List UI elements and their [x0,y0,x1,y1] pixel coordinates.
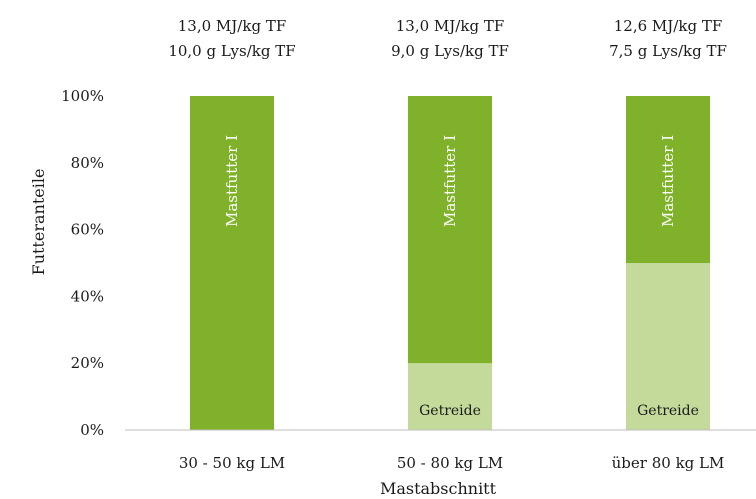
y-axis-label: Futteranteile [29,169,48,276]
top-annotation-line: 13,0 MJ/kg TF [396,17,504,35]
y-axis-ticks: 0% 20% 40% 60% 80% 100% [61,87,104,439]
bar-segment-mastfutter [626,96,710,263]
bar-segment-mastfutter [190,96,274,430]
bar-segment-mastfutter [408,96,492,364]
bars: Mastfutter I Getreide Mastfutter I Getreide… [190,96,710,430]
bar-segment-getreide [626,263,710,430]
top-annotation-line: 13,0 MJ/kg TF [178,17,286,35]
category-label: 30 - 50 kg LM [179,454,285,472]
y-tick-label: 0% [80,421,104,439]
segment-label-mastfutter: Mastfutter I [223,135,241,227]
category-labels: 30 - 50 kg LM 50 - 80 kg LM über 80 kg LM [179,454,725,472]
top-annotation-line: 7,5 g Lys/kg TF [609,42,727,60]
y-tick-label: 80% [71,154,104,172]
y-tick-label: 60% [71,221,104,239]
segment-label-mastfutter: Mastfutter I [441,135,459,227]
top-annotations: 13,0 MJ/kg TF 10,0 g Lys/kg TF 13,0 MJ/kg … [168,17,727,60]
x-axis-label: Mastabschnitt [380,479,497,498]
y-tick-label: 20% [71,354,104,372]
category-label: über 80 kg LM [612,454,725,472]
top-annotation-line: 10,0 g Lys/kg TF [168,42,295,60]
segment-label-getreide: Getreide [419,403,481,419]
y-tick-label: 40% [71,287,104,305]
category-label: 50 - 80 kg LM [397,454,503,472]
y-tick-label: 100% [61,87,104,105]
segment-label-getreide: Getreide [637,403,699,419]
segment-label-mastfutter: Mastfutter I [659,135,677,227]
top-annotation-line: 12,6 MJ/kg TF [614,17,722,35]
top-annotation-line: 9,0 g Lys/kg TF [391,42,509,60]
bar-segment-getreide [408,363,492,430]
